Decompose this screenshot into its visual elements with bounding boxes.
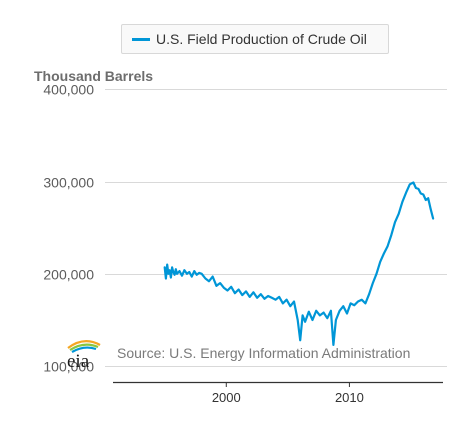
eia-logo: eia [64,336,104,372]
legend[interactable]: U.S. Field Production of Crude Oil [121,24,389,54]
x-tick-labels: 2000 2010 [212,382,364,405]
grid-lines [105,89,447,367]
y-tick-labels: 100,000 200,000 300,000 400,000 [43,82,94,375]
y-tick-label: 400,000 [43,82,94,98]
y-axis-label: Thousand Barrels [34,68,154,84]
y-tick-label: 200,000 [43,267,94,283]
y-tick-label: 100,000 [43,359,94,375]
series-line-crude-oil [163,181,435,346]
source-note: Source: U.S. Energy Information Administ… [117,345,411,361]
x-tick-label: 2010 [335,390,364,405]
legend-label: U.S. Field Production of Crude Oil [156,31,367,47]
eia-logo-text: eia [67,351,90,370]
legend-swatch [132,38,150,41]
x-tick-label: 2000 [212,390,241,405]
y-tick-label: 300,000 [43,175,94,191]
